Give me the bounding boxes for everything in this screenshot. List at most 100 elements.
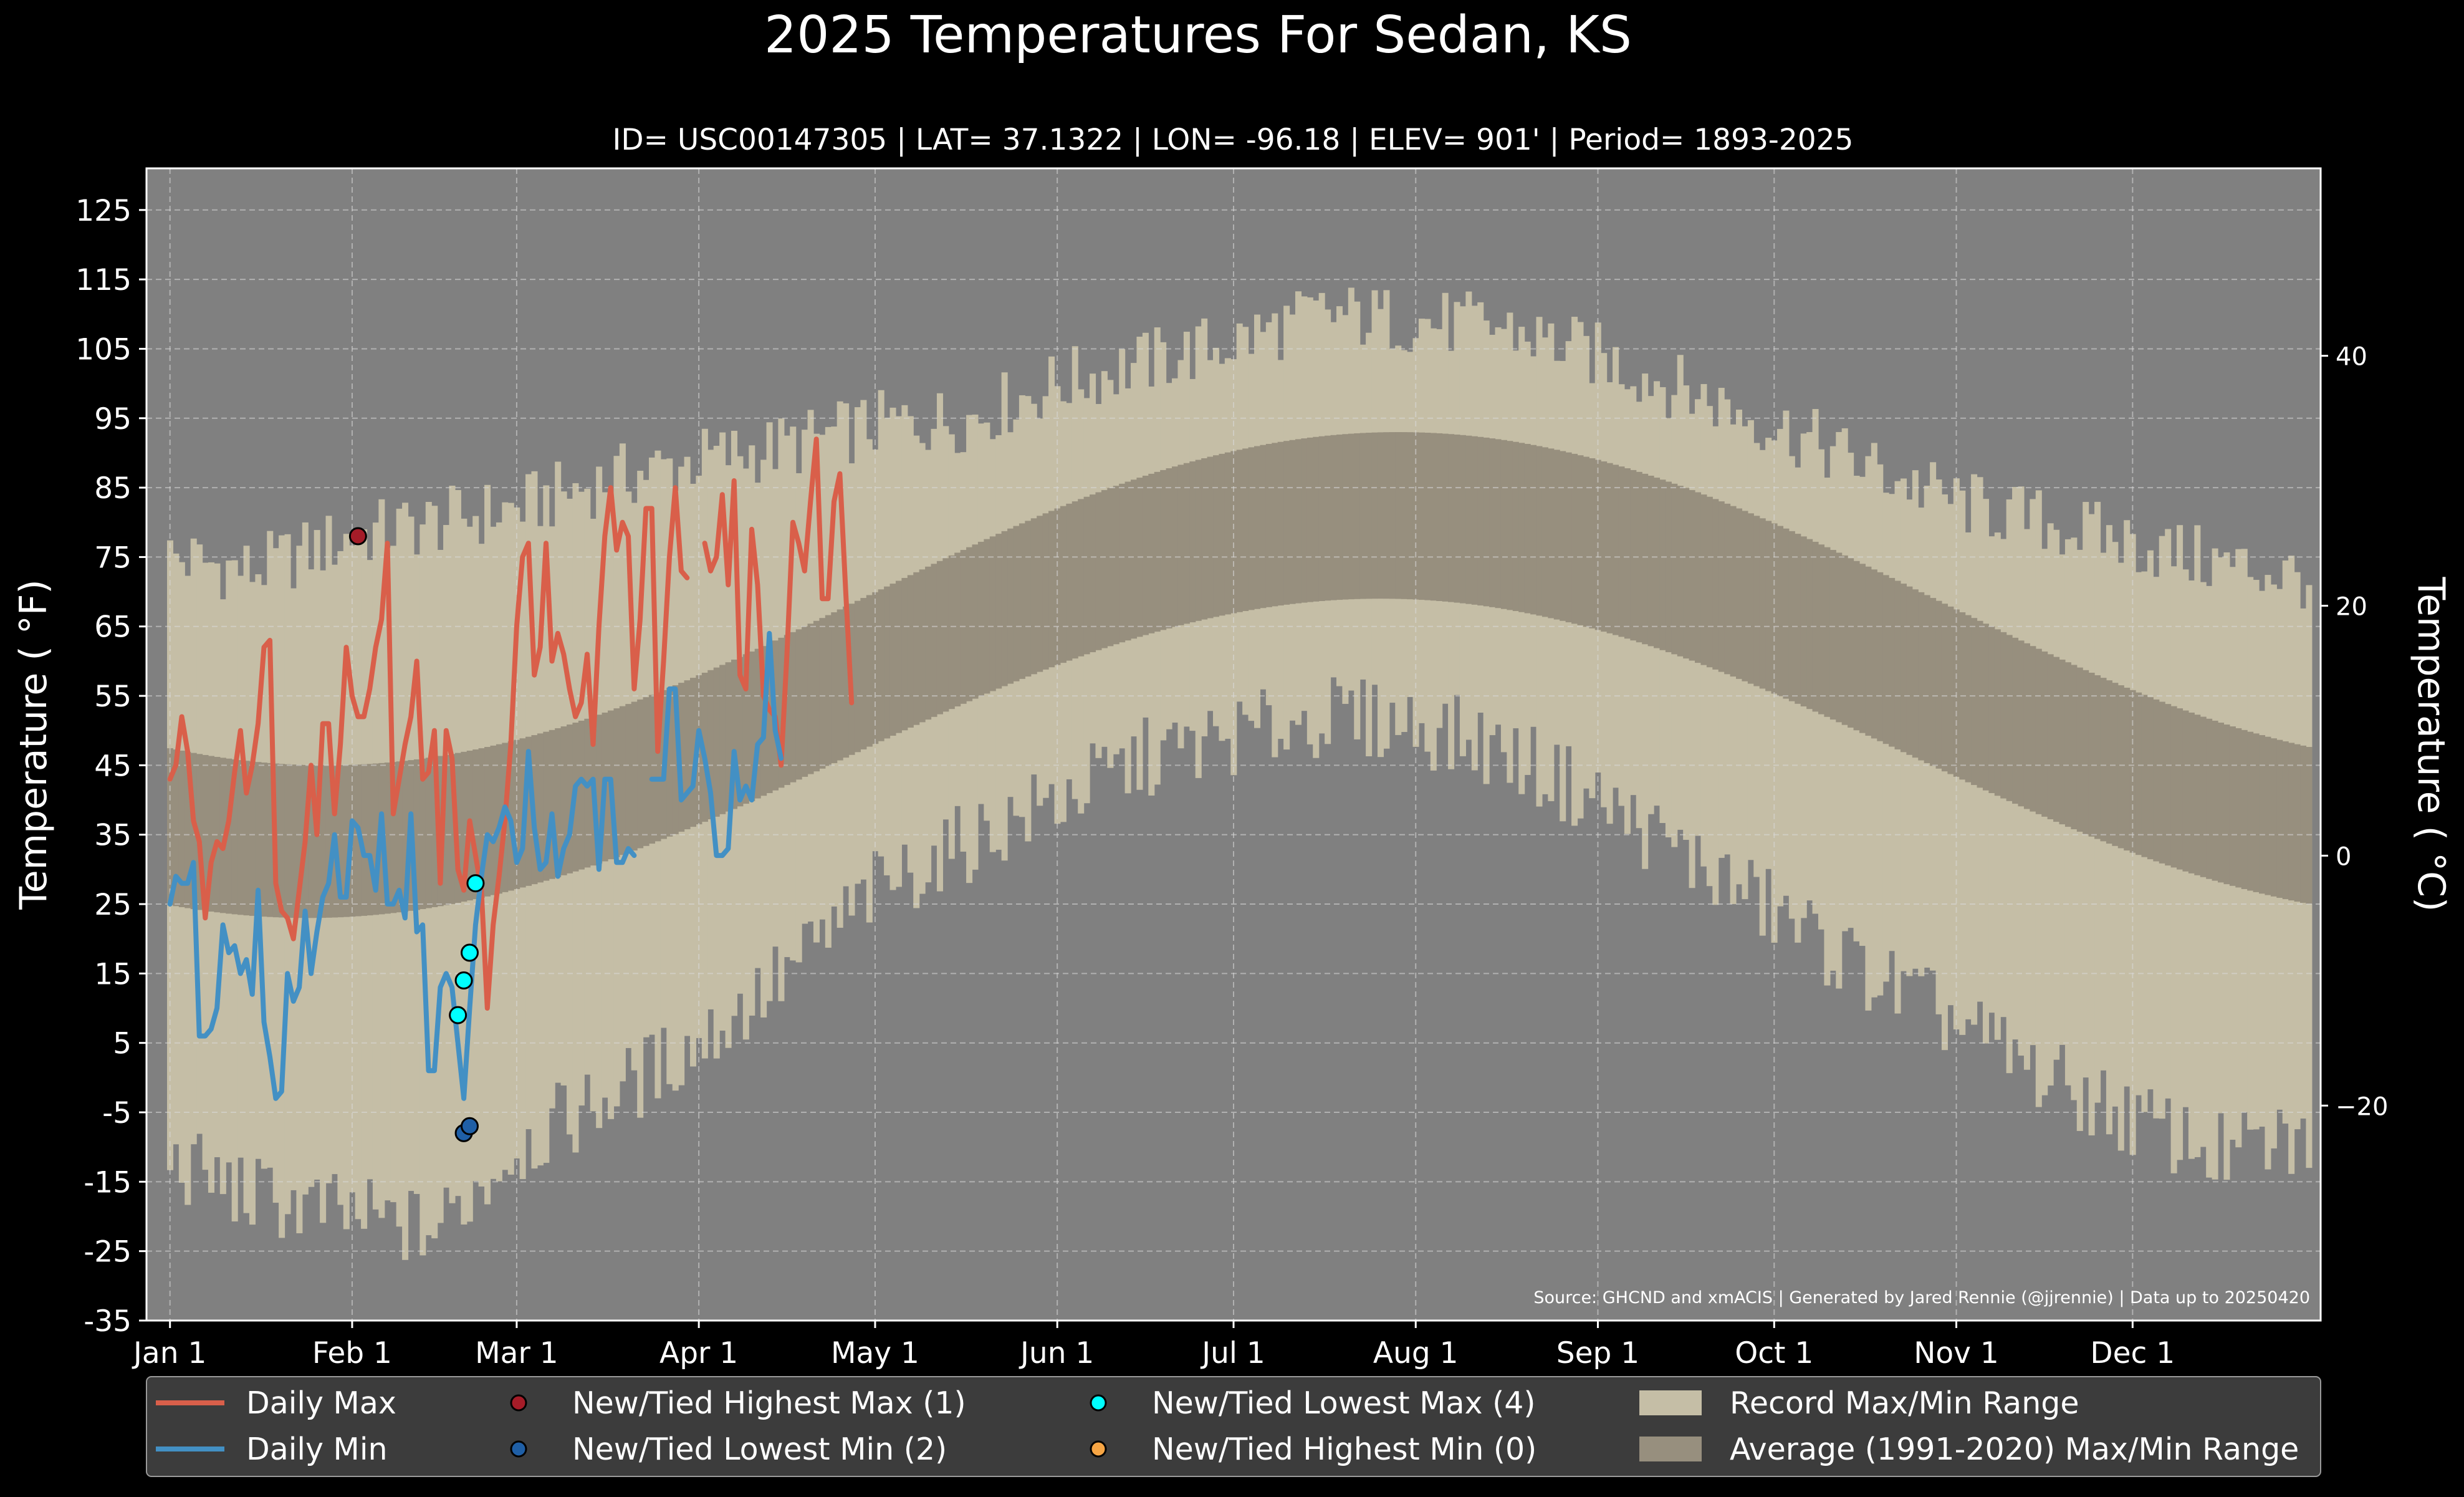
average-range-bar: [2047, 654, 2054, 819]
series-lines: [167, 436, 855, 1101]
average-range-bar: [1471, 436, 1478, 605]
average-range-bar: [754, 648, 761, 799]
average-range-bar: [1518, 443, 1525, 612]
average-range-bar: [889, 584, 896, 736]
average-range-bar: [901, 577, 908, 731]
average-range-bar: [666, 687, 673, 837]
average-range-bar: [1459, 435, 1466, 604]
legend-patch-swatch: [1639, 1390, 1702, 1415]
average-range-bar: [390, 762, 397, 913]
average-range-bar: [185, 751, 191, 908]
average-range-bar: [1342, 434, 1349, 600]
legend: Daily Max New/Tied Highest Max (1) New/Tie…: [146, 1376, 2321, 1477]
average-range-bar: [1054, 508, 1061, 665]
record-range-bar: [2206, 585, 2213, 1178]
x-tick-label: Apr 1: [659, 1336, 738, 1370]
average-range-bar: [854, 600, 861, 753]
average-range-bar: [1783, 528, 1790, 699]
average-range-bar: [1048, 511, 1055, 668]
average-range-bar: [1935, 600, 1942, 769]
average-range-bar: [1236, 450, 1243, 612]
average-range-bar: [1548, 448, 1555, 619]
average-range-bar: [1571, 453, 1578, 624]
average-range-bar: [1613, 465, 1619, 635]
legend-label: Daily Max: [246, 1385, 396, 1421]
average-range-bar: [895, 580, 902, 733]
average-range-bar: [584, 718, 591, 868]
average-range-bar: [578, 720, 585, 870]
average-range-bar: [1753, 516, 1760, 686]
x-axis: Jan 1 Feb 1 Mar 1 Apr 1 May 1 Jun 1 Jul 1 Aug 1…: [132, 1321, 2175, 1370]
legend-label: New/Tied Highest Max (1): [572, 1385, 966, 1421]
average-range-bar: [1295, 439, 1302, 604]
x-tick-label: Oct 1: [1735, 1336, 1813, 1370]
average-range-bar: [284, 764, 291, 918]
average-range-bar: [290, 764, 297, 918]
average-range-bar: [1407, 432, 1414, 600]
average-range-bar: [1083, 496, 1090, 655]
average-range-bar: [337, 765, 344, 918]
y-tick-label: 5: [113, 1027, 132, 1061]
average-range-bar: [2006, 635, 2013, 801]
average-range-bar: [2259, 735, 2266, 894]
y-tick-label: 115: [75, 263, 132, 297]
average-range-bar: [537, 733, 544, 883]
average-range-bar: [1795, 534, 1801, 704]
average-range-bar: [1272, 443, 1278, 607]
average-range-bar: [1090, 494, 1096, 653]
average-range-bar: [1541, 447, 1548, 617]
average-range-bar: [1724, 503, 1731, 675]
average-range-bar: [1618, 466, 1625, 637]
average-range-bar: [919, 569, 926, 723]
average-range-bar: [1483, 437, 1490, 607]
average-range-bar: [1848, 558, 1854, 728]
average-range-bar: [1806, 539, 1813, 710]
average-range-bar: [2147, 697, 2154, 860]
average-range-bar: [1507, 441, 1513, 610]
average-range-bar: [2206, 718, 2213, 879]
average-range-bar: [1495, 439, 1502, 609]
average-range-bar: [807, 623, 814, 774]
y-tick-label: 45: [94, 749, 132, 783]
average-range-bar: [1442, 433, 1449, 602]
average-range-bar: [1630, 469, 1637, 641]
record-point: [466, 874, 485, 893]
average-range-bar: [1824, 547, 1831, 717]
average-range-bar: [1671, 483, 1678, 655]
average-range-bar: [2018, 640, 2025, 807]
average-range-bar: [1325, 435, 1331, 601]
average-range-bar: [2306, 747, 2313, 904]
y-tick-label: 65: [94, 610, 132, 645]
average-range-bar: [819, 618, 826, 769]
average-range-bar: [261, 763, 267, 917]
daily-min-line: [167, 630, 784, 1101]
average-range-bar: [431, 756, 438, 907]
average-range-bar: [1224, 452, 1231, 615]
x-tick-label: Mar 1: [475, 1336, 558, 1370]
average-range-bar: [1859, 564, 1866, 733]
average-range-bar: [1078, 499, 1085, 657]
average-range-bar: [2141, 695, 2148, 857]
average-range-bar: [843, 606, 850, 758]
x-tick-label: Nov 1: [1914, 1336, 1999, 1370]
average-range-bar: [1565, 452, 1572, 623]
average-range-bar: [1677, 486, 1684, 657]
average-range-bar: [931, 564, 937, 717]
average-range-bar: [1706, 496, 1713, 668]
average-range-bar: [972, 544, 979, 699]
average-range-bar: [907, 575, 914, 728]
x-tick-label: Sep 1: [1556, 1336, 1639, 1370]
average-range-bar: [2100, 678, 2107, 842]
x-tick-label: Jul 1: [1200, 1336, 1265, 1370]
average-range-bar: [2076, 667, 2083, 832]
average-range-bar: [226, 758, 232, 914]
average-range-bar: [484, 747, 491, 897]
average-range-bar: [1301, 438, 1308, 603]
average-range-bar: [2023, 643, 2030, 809]
average-range-bar: [1730, 506, 1737, 677]
average-range-bar: [1818, 544, 1825, 715]
average-range-bar: [1700, 494, 1707, 665]
average-range-bar: [1013, 526, 1020, 681]
average-range-bar: [649, 695, 656, 844]
average-range-bar: [1030, 518, 1037, 675]
